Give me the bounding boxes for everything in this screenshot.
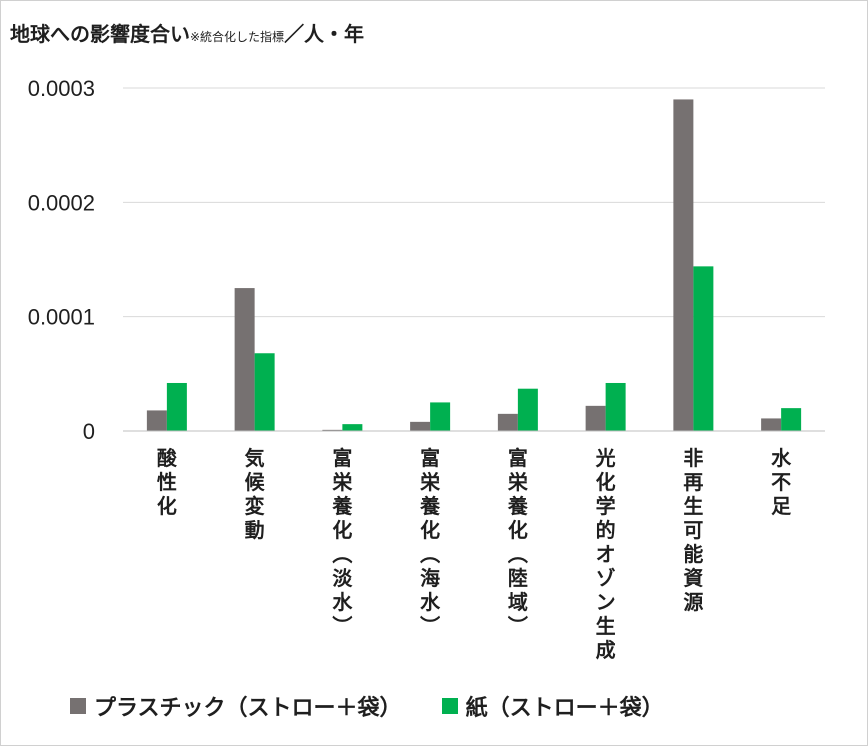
- x-tick-label: 富栄養化︵陸域︶: [507, 446, 529, 638]
- x-tick-label: 非再生可能資源: [683, 446, 703, 614]
- legend-swatch-plastic: [70, 698, 86, 714]
- bar-plastic: [585, 405, 606, 431]
- x-tick-label: 水不足: [771, 446, 792, 518]
- x-tick-label: 気候変動: [245, 446, 266, 542]
- x-tick-label: 光化学的オゾン生成: [595, 446, 616, 662]
- y-tick-label: 0.0003: [28, 76, 95, 101]
- bar-paper: [693, 266, 714, 431]
- bar-plastic: [146, 410, 167, 431]
- bar-paper: [517, 388, 538, 431]
- bar-plastic: [234, 288, 255, 431]
- x-tick-label: 富栄養化︵海水︶: [419, 446, 441, 638]
- chart-title-unit: ／人・年: [284, 22, 365, 46]
- bar-paper: [605, 382, 626, 431]
- bar-paper: [781, 408, 802, 431]
- bar-plastic: [673, 99, 694, 431]
- bar-plastic: [322, 429, 343, 431]
- bar-plastic: [497, 413, 518, 431]
- bar-paper: [166, 382, 187, 431]
- y-tick-label: 0.0001: [28, 305, 95, 330]
- legend-label-paper: 紙（ストロー＋袋）: [465, 696, 664, 721]
- x-tick-label: 酸性化: [157, 446, 178, 518]
- bar-plastic: [410, 421, 431, 431]
- bar-paper: [342, 424, 363, 431]
- legend: プラスチック（ストロー＋袋） 紙（ストロー＋袋）: [70, 690, 704, 722]
- legend-label-plastic: プラスチック（ストロー＋袋）: [94, 696, 402, 721]
- chart-title-note: ※統合化した指標: [190, 30, 285, 44]
- y-tick-label: 0.0002: [28, 190, 95, 215]
- bar-paper: [254, 353, 275, 431]
- bar-paper: [430, 402, 451, 431]
- chart-title: 地球への影響度合い※統合化した指標／人・年: [10, 18, 364, 47]
- legend-swatch-paper: [441, 698, 458, 714]
- x-tick-label: 富栄養化︵淡水︶: [331, 446, 353, 638]
- chart-title-main: 地球への影響度合い: [10, 22, 190, 46]
- bar-plastic: [761, 418, 782, 431]
- y-tick-label: 0: [83, 419, 95, 444]
- legend-item-plastic: プラスチック（ストロー＋袋）: [70, 690, 402, 722]
- legend-item-paper: 紙（ストロー＋袋）: [441, 690, 664, 722]
